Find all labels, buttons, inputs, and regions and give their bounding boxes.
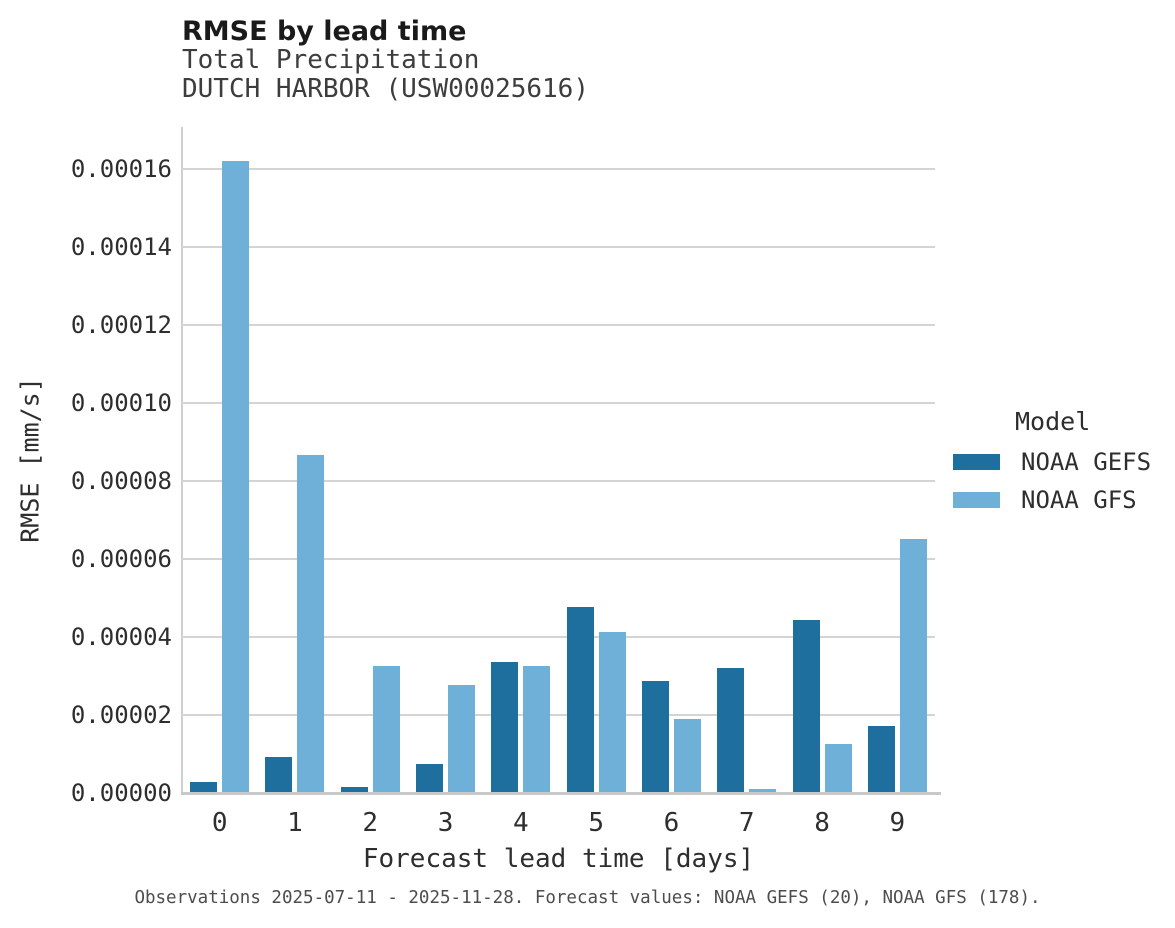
x-axis-tick-label: 8 (814, 808, 830, 838)
y-axis-line (181, 127, 183, 795)
x-axis-tick-label: 9 (889, 808, 906, 838)
y-axis-tick-label: 0.00016 (70, 155, 172, 184)
bar (598, 632, 626, 793)
y-axis-tick-label: 0.00004 (70, 623, 172, 652)
bar (717, 668, 745, 793)
bar (824, 744, 852, 793)
legend-swatch (953, 454, 1000, 470)
bar (867, 726, 895, 793)
legend-label: NOAA GFS (1021, 486, 1137, 514)
bar (190, 782, 218, 793)
x-axis-tick-label: 3 (437, 808, 454, 838)
x-axis-title: Forecast lead time [days] (362, 844, 755, 874)
bar (448, 685, 476, 793)
x-axis-tick-label: 6 (663, 808, 680, 838)
gridline (182, 324, 935, 327)
x-axis-tick-label: 4 (513, 808, 529, 838)
x-axis-line (181, 792, 941, 795)
bar (673, 719, 701, 793)
gridline (182, 480, 935, 483)
bar (899, 539, 927, 793)
plot-area (182, 127, 935, 793)
x-axis-tick-label: 2 (362, 808, 379, 838)
legend-item: NOAA GFS (953, 487, 1175, 513)
bar (265, 757, 293, 793)
y-axis-tick-label: 0.00002 (70, 701, 172, 729)
bar (749, 789, 777, 793)
legend-swatch (953, 492, 1000, 508)
chart-subtitle-line1: Total Precipitation (182, 45, 480, 75)
legend: Model NOAA GEFS NOAA GFS (953, 407, 1175, 513)
y-axis-tick-label: 0.00010 (70, 389, 172, 418)
gridline (182, 714, 935, 716)
x-axis-tick-label: 1 (287, 808, 303, 838)
y-axis-tick-label: 0.00012 (70, 311, 172, 340)
gridline (182, 402, 935, 405)
bar (416, 764, 444, 793)
gridline (182, 168, 935, 171)
x-axis-tick-label: 7 (738, 808, 755, 838)
bar (523, 666, 551, 793)
caption: Observations 2025-07-11 - 2025-11-28. Fo… (134, 888, 1041, 908)
x-axis-tick-label: 0 (211, 808, 228, 838)
bar (566, 607, 594, 793)
y-axis-tick-label: 0.00000 (70, 779, 172, 807)
legend-label: NOAA GEFS (1021, 448, 1152, 476)
y-axis-tick-label: 0.00006 (70, 545, 172, 574)
gridline (182, 558, 935, 561)
chart-subtitle-line2: DUTCH HARBOR (USW00025616) (182, 74, 589, 104)
bar (641, 681, 669, 793)
y-axis-tick-label: 0.00014 (70, 233, 172, 262)
bar (297, 455, 325, 793)
bar (222, 161, 250, 793)
bar (372, 666, 400, 793)
bar (491, 662, 519, 793)
legend-title: Model (1015, 407, 1091, 436)
gridline (182, 636, 935, 639)
x-axis-tick-label: 5 (588, 808, 604, 838)
bar (340, 787, 368, 793)
gridline (182, 246, 935, 249)
y-axis-tick-label: 0.00008 (70, 467, 172, 496)
bar (792, 620, 820, 793)
chart-title: RMSE by lead time (182, 16, 467, 47)
legend-item: NOAA GEFS (953, 449, 1175, 475)
